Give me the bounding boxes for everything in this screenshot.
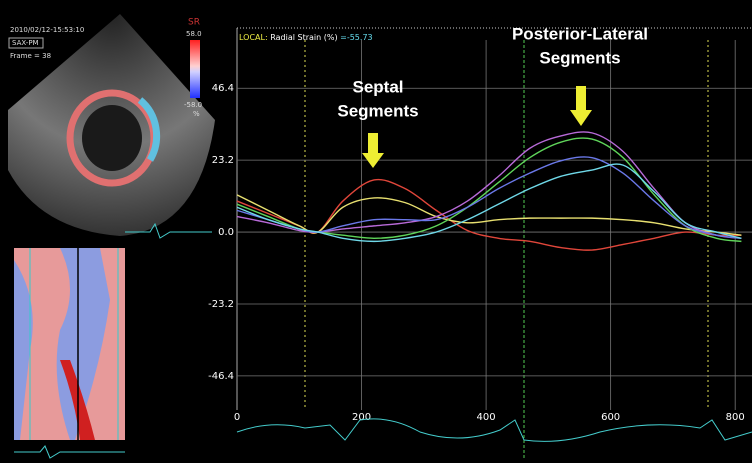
- screen: 2010/02/12-15:53:10 SAX-PM Frame = 38 SR…: [0, 0, 752, 463]
- annotation: Segments: [337, 101, 418, 120]
- colorbar-unit: %: [193, 110, 200, 118]
- arrow: [570, 86, 592, 126]
- page: {"echo_panel": {"timestamp": "2010/02/12…: [0, 0, 752, 463]
- frame-label: Frame = 38: [10, 52, 51, 60]
- title-prefix: LOCAL:: [239, 33, 268, 42]
- ecg-small: [14, 446, 125, 458]
- y-tick-label: -46.4: [208, 371, 234, 382]
- colorbar-min: -58.0: [184, 101, 202, 109]
- title-readout: =-55.73: [340, 33, 373, 42]
- x-tick-label: 600: [601, 412, 620, 423]
- y-tick-label: 23.2: [212, 155, 234, 166]
- strain-curve: [237, 195, 741, 235]
- strain-curve: [237, 138, 741, 241]
- x-tick-label: 400: [477, 412, 496, 423]
- strain-curve: [237, 157, 741, 238]
- timestamp: 2010/02/12-15:53:10: [10, 26, 84, 34]
- cavity: [82, 105, 142, 171]
- colorbar-label: SR: [188, 18, 200, 28]
- y-tick-label: 0.0: [218, 227, 234, 238]
- title-measure: Radial Strain (%): [270, 33, 337, 42]
- plot: -46.4 -23.2 0.0 23.2 46.4 0 200 400 600 800: [208, 40, 752, 423]
- annotation: Posterior-Lateral: [512, 24, 648, 43]
- strain-curve: [237, 132, 741, 238]
- color-bar: [190, 40, 200, 98]
- x-tick-label: 200: [352, 412, 371, 423]
- x-tick-label: 800: [726, 412, 745, 423]
- y-tick-label: 46.4: [212, 83, 234, 94]
- view-label: SAX-PM: [12, 39, 39, 47]
- arrow: [362, 133, 384, 168]
- x-tick-label: 0: [234, 412, 240, 423]
- y-tick-label: -23.2: [208, 299, 234, 310]
- chart-title: LOCAL: Radial Strain (%) =-55.73: [239, 33, 373, 42]
- colorbar-max: 58.0: [186, 30, 202, 38]
- annotation: Segments: [539, 48, 620, 67]
- annotation: Septal: [352, 77, 403, 96]
